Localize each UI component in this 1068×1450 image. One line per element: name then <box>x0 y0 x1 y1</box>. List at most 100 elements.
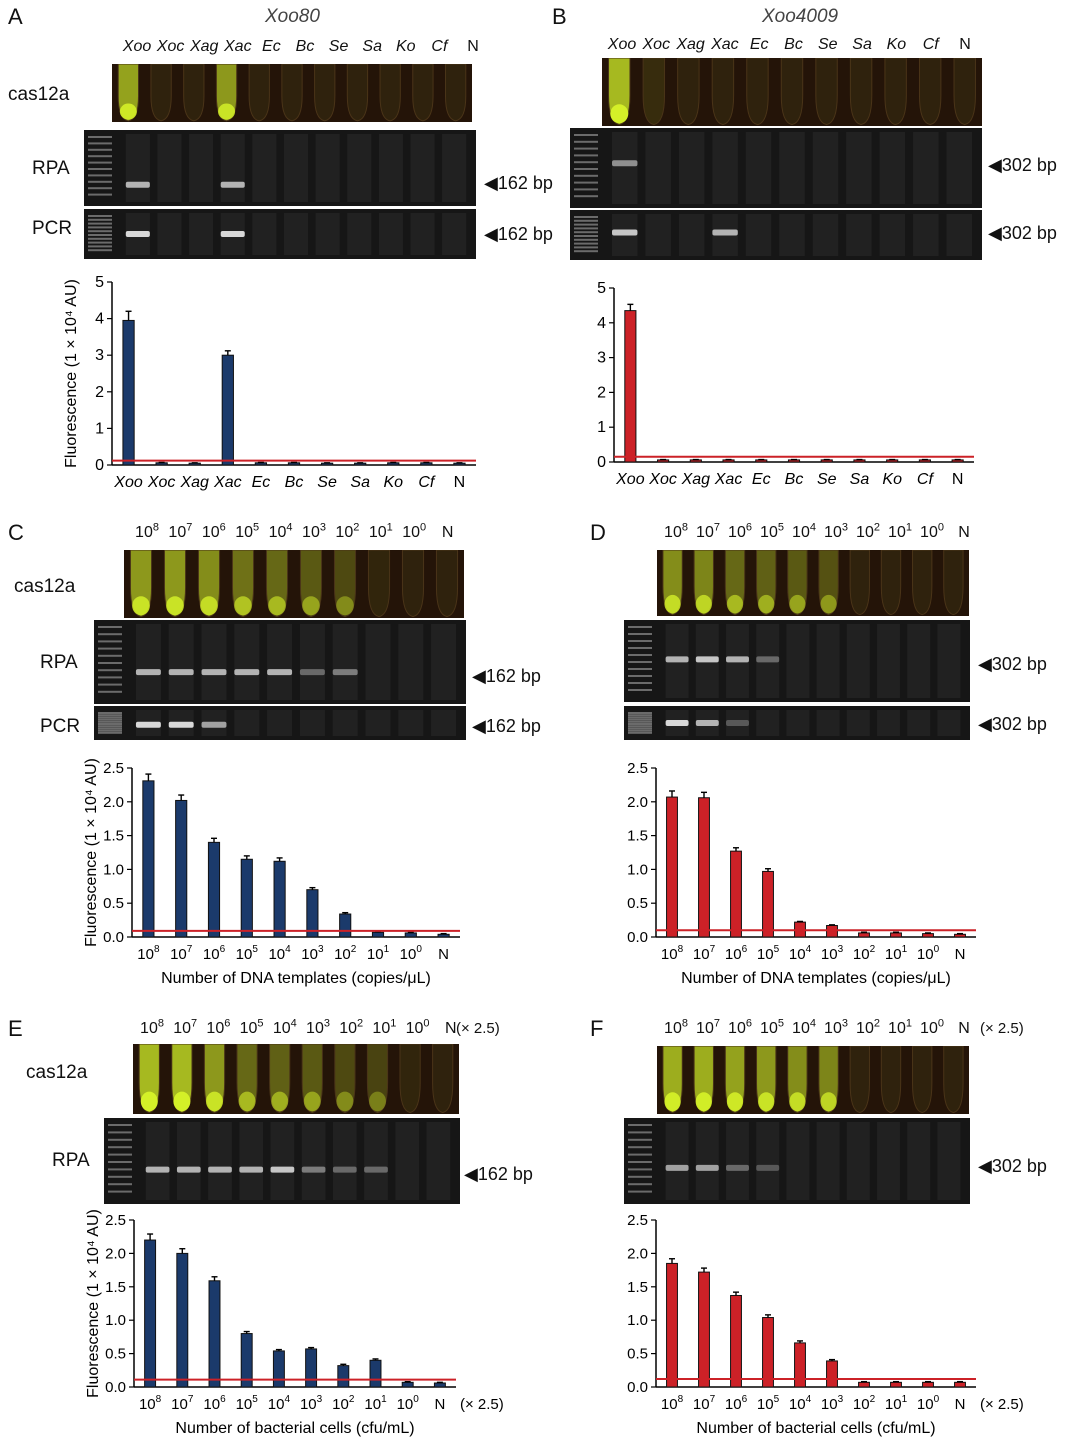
ladder-band <box>98 633 122 636</box>
lane-label: 107 <box>168 521 193 541</box>
bar <box>240 858 253 938</box>
lane-label: 105 <box>760 1017 784 1037</box>
gel-lane <box>189 213 214 255</box>
lane-label: 102 <box>856 1017 880 1037</box>
lane-exponent: 4 <box>286 521 293 534</box>
tube <box>880 550 902 616</box>
band-size-rpa-d: ◀302 bp <box>978 654 1047 674</box>
gel-lane <box>877 710 900 736</box>
ladder-band <box>628 668 652 670</box>
lane-exponent: 4 <box>290 1017 297 1030</box>
lane-labels-c: 108 107 106 105 104 103 102 101 100 N <box>0 521 540 546</box>
gel-rpa-a <box>84 130 476 206</box>
x-tick-label: N <box>454 474 466 491</box>
ladder-band <box>628 1190 652 1193</box>
ladder-band <box>628 682 652 684</box>
lane-label: Xoc <box>156 38 185 55</box>
ladder-band <box>88 142 112 145</box>
lane-exponent: 0 <box>420 521 427 534</box>
gel-lane <box>695 1122 719 1200</box>
lane-exponent: 4 <box>809 1017 816 1030</box>
y-tick-label: 1 <box>95 420 104 437</box>
ladder-band <box>88 148 112 151</box>
x-tick-label: 102 <box>332 1394 355 1413</box>
lane-label: N <box>958 1020 970 1037</box>
lane-label: 105 <box>760 521 784 541</box>
x-tick-label: 100 <box>917 944 940 963</box>
lane-exponent: 7 <box>713 1017 720 1030</box>
ladder-band <box>88 230 112 233</box>
gel-lane <box>442 134 467 202</box>
lane-label: 102 <box>339 1017 364 1037</box>
ladder-band <box>574 242 598 245</box>
gel-band <box>220 181 245 188</box>
row-label-cas12a-a: cas12a <box>8 84 70 105</box>
x-tick-label: 100 <box>397 1394 420 1413</box>
lane-exponent: 0 <box>937 1017 944 1030</box>
lane-exponent: 7 <box>186 521 193 534</box>
gel-lane <box>410 213 435 255</box>
bar <box>698 797 710 938</box>
ladder-band <box>574 134 598 136</box>
x-tick-label: 103 <box>821 944 844 963</box>
gel-rpa-e <box>104 1118 460 1204</box>
gel-band <box>135 721 161 728</box>
ladder-band <box>88 193 112 196</box>
lane-label: Bc <box>784 36 803 53</box>
tube-glow <box>726 1092 744 1112</box>
gel-band <box>332 669 358 676</box>
lane-label: Sa <box>852 36 872 53</box>
ladder-band <box>108 1146 132 1149</box>
gel-lane <box>135 624 161 700</box>
gel-lane <box>816 624 840 698</box>
bar <box>858 932 870 938</box>
x-tick-label: Xoo <box>615 471 645 488</box>
gel-lane <box>201 624 227 700</box>
gel-lane <box>678 132 705 204</box>
lane-exponent: 6 <box>219 521 226 534</box>
gel-band <box>612 229 638 236</box>
lane-label: 102 <box>335 521 360 541</box>
tube <box>150 64 172 122</box>
x-tick-label: 103 <box>300 1394 323 1413</box>
tube-glow <box>218 103 236 120</box>
gel-lane <box>907 710 931 736</box>
lane-label: 108 <box>140 1017 164 1037</box>
lane-label: 104 <box>792 1017 816 1037</box>
ladder-band <box>574 147 598 150</box>
x-tick-label: 103 <box>821 1394 844 1413</box>
ladder-band <box>88 187 112 190</box>
lane-exponent: 3 <box>319 521 326 534</box>
lane-label: 107 <box>173 1017 198 1037</box>
gel-band <box>267 669 293 676</box>
tube <box>432 1044 454 1114</box>
lane-label: 108 <box>135 521 159 541</box>
gel-band <box>176 1166 201 1173</box>
lane-label: N <box>959 36 971 53</box>
x-tick-label: Cf <box>418 474 436 491</box>
gel-band <box>168 721 194 728</box>
gel-rpa-c <box>94 620 466 704</box>
bar <box>890 932 902 938</box>
y-tick-label: 2.0 <box>627 1245 648 1262</box>
tube <box>334 1044 356 1114</box>
ladder-band <box>574 168 598 170</box>
x-tick-label: Cf <box>917 471 935 488</box>
gel-lane <box>364 1122 388 1200</box>
ladder-band <box>628 729 652 732</box>
lane-exponent: 2 <box>357 1017 364 1030</box>
y-tick-label: 1.5 <box>627 828 648 845</box>
gel-lane <box>786 1122 810 1200</box>
tube-strip-c <box>124 550 464 618</box>
x-axis-label: Number of DNA templates (copies/μL) <box>161 970 431 987</box>
band-size-pcr-c: ◀162 bp <box>472 716 541 736</box>
y-tick-label: 2.0 <box>627 794 648 811</box>
lane-label: Xoo <box>122 38 152 55</box>
panel-letter-b: B <box>552 4 567 29</box>
lane-exponent: 5 <box>257 1017 264 1030</box>
gel-lane <box>176 1122 201 1200</box>
lane-label: 103 <box>302 521 326 541</box>
x-tick-label: 107 <box>170 944 193 963</box>
gel-lane <box>365 624 391 700</box>
y-tick-label: 2.5 <box>627 1212 648 1229</box>
